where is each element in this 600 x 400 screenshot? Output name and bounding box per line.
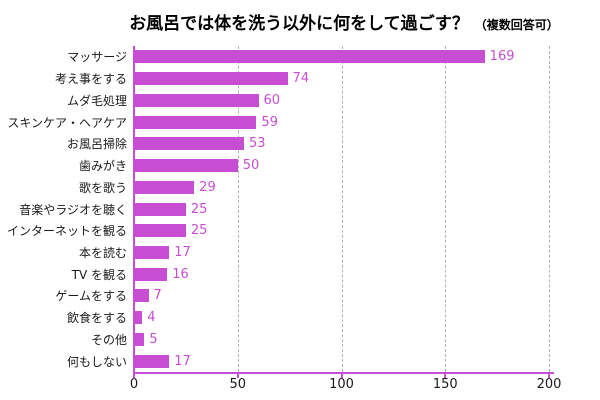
bar-track: 169 <box>134 49 549 65</box>
bar <box>134 137 244 151</box>
y-axis-line <box>133 46 135 374</box>
category-label: スキンケア・ヘアケア <box>7 115 127 130</box>
bar <box>134 332 145 346</box>
x-tick-label: 50 <box>229 377 247 392</box>
x-tick-label: 100 <box>329 377 354 392</box>
category-label: 歌を歌う <box>78 180 127 195</box>
bar <box>134 50 485 64</box>
category-label: 歯みがき <box>78 159 127 174</box>
chart-row: 歌を歌う 29 <box>0 176 600 198</box>
category-label: 何もしない <box>66 354 127 369</box>
gridline <box>237 46 239 372</box>
x-axis-tick <box>444 374 447 378</box>
bar <box>134 202 186 216</box>
value-label: 59 <box>261 114 278 130</box>
chart-title: お風呂では体を洗う以外に何をして過ごす？ （複数回答可） <box>88 9 600 34</box>
bar-track: 17 <box>134 244 549 260</box>
gridline <box>341 46 343 372</box>
x-axis-tick <box>236 374 239 378</box>
gridlines <box>134 46 550 372</box>
bar <box>134 72 288 86</box>
x-tick-label: 0 <box>129 377 139 392</box>
x-tick-label: 150 <box>432 377 458 392</box>
category-label: その他 <box>90 332 127 347</box>
value-label: 50 <box>242 158 260 174</box>
category-label: マッサージ <box>67 50 127 65</box>
value-label: 53 <box>248 136 266 152</box>
category-label: 本を読む <box>78 245 127 260</box>
category-label: 音楽やラジオを聴く <box>19 202 127 217</box>
value-label: 17 <box>174 353 191 369</box>
bar-track: 53 <box>134 136 549 152</box>
bar <box>134 180 195 194</box>
chart-title-note: （複数回答可） <box>474 18 559 32</box>
chart-row: その他 5 <box>0 329 600 351</box>
bar-track: 17 <box>134 353 549 369</box>
value-label: 7 <box>153 288 162 304</box>
value-label: 4 <box>147 310 156 326</box>
x-axis-tick <box>133 374 135 378</box>
chart-row: スキンケア・ヘアケア 59 <box>0 111 600 133</box>
chart-row: 歯みがき 50 <box>0 155 600 177</box>
bar-track: 25 <box>134 201 549 217</box>
bar <box>134 289 149 303</box>
x-axis-line <box>133 372 554 374</box>
chart-rows: マッサージ 169 考え事をする 74 ムダ毛処理 60 スキンケア・ヘアケア 59 お風呂掃除… <box>0 46 600 372</box>
bar <box>134 354 170 368</box>
chart-row: 飲食をする 4 <box>0 307 600 329</box>
bar-track: 74 <box>134 71 549 87</box>
bar-track: 59 <box>134 114 549 130</box>
bar <box>134 115 257 129</box>
x-axis-tick <box>548 374 550 378</box>
gridline <box>445 46 447 372</box>
bar <box>134 224 186 238</box>
value-label: 5 <box>149 331 158 347</box>
value-label: 25 <box>190 201 208 217</box>
chart-row: TV を観る 16 <box>0 263 600 285</box>
bar-track: 25 <box>134 223 549 239</box>
x-axis-labels: 0 50 100 150 200 <box>130 377 562 395</box>
category-label: TV を観る <box>71 267 127 282</box>
chart-row: ゲームをする 7 <box>0 285 600 307</box>
bar-track: 16 <box>134 266 549 282</box>
bar-track: 60 <box>134 92 549 108</box>
bar-track: 5 <box>134 331 549 347</box>
value-label: 25 <box>190 223 208 239</box>
x-tick-label: 200 <box>536 377 562 392</box>
category-label: ムダ毛処理 <box>66 93 127 108</box>
x-axis-tick <box>340 374 343 378</box>
value-label: 60 <box>263 92 281 108</box>
chart-row: インターネットを観る 25 <box>0 220 600 242</box>
chart-title-main: お風呂では体を洗う以外に何をして過ごす？ <box>129 14 469 34</box>
value-label: 16 <box>172 266 189 282</box>
value-label: 17 <box>174 244 191 260</box>
bar-track: 4 <box>134 310 549 326</box>
category-label: お風呂掃除 <box>66 137 127 152</box>
category-label: 飲食をする <box>66 311 127 326</box>
gridline <box>549 46 550 372</box>
bar <box>134 311 143 325</box>
chart-row: 本を読む 17 <box>0 242 600 264</box>
chart-row: マッサージ 169 <box>0 46 600 68</box>
bar <box>134 93 259 107</box>
bar-track: 50 <box>134 158 549 174</box>
bar <box>134 159 238 173</box>
category-label: ゲームをする <box>55 289 127 304</box>
category-label: インターネットを観る <box>6 224 127 239</box>
category-label: 考え事をする <box>54 72 127 87</box>
value-label: 74 <box>292 71 310 87</box>
chart-row: お風呂掃除 53 <box>0 133 600 155</box>
value-label: 169 <box>489 49 515 65</box>
value-label: 29 <box>199 179 216 195</box>
x-axis-ticks <box>133 374 550 379</box>
bar <box>134 267 168 281</box>
chart-row: 何もしない 17 <box>0 350 600 372</box>
bar <box>134 245 170 259</box>
chart-row: ムダ毛処理 60 <box>0 89 600 111</box>
chart-row: 音楽やラジオを聴く 25 <box>0 198 600 220</box>
bar-track: 7 <box>134 288 549 304</box>
bar-track: 29 <box>134 179 549 195</box>
chart-row: 考え事をする 74 <box>0 68 600 90</box>
